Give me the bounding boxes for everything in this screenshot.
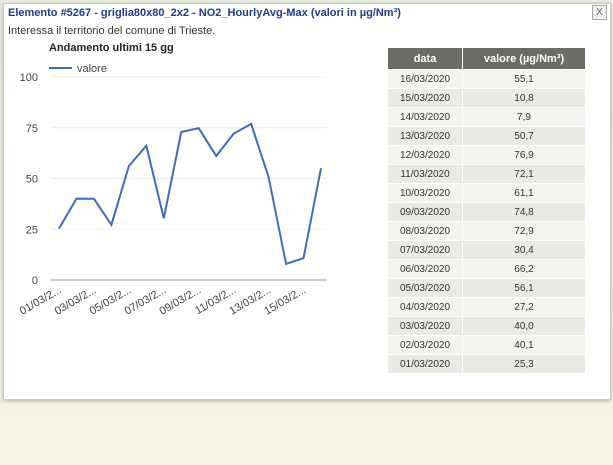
y-tick-label: 75 — [26, 123, 38, 135]
y-tick-label: 100 — [20, 72, 38, 84]
table-cell: 02/03/2020 — [387, 335, 463, 355]
table-cell: 16/03/2020 — [387, 69, 463, 89]
y-tick-label: 50 — [26, 174, 38, 186]
table-row: 03/03/2020 40,0 — [387, 316, 586, 336]
table-cell: 72,9 — [462, 221, 586, 241]
table-cell: 27,2 — [462, 297, 586, 317]
popup-title: Elemento #5267 - griglia80x80_2x2 - NO2_… — [8, 7, 401, 19]
table-cell: 05/03/2020 — [387, 278, 463, 298]
table-cell: 09/03/2020 — [387, 202, 463, 222]
table-cell: 11/03/2020 — [387, 164, 463, 184]
table-row: 12/03/2020 76,9 — [387, 145, 586, 165]
table-cell: 7,9 — [462, 107, 586, 127]
table-cell: 72,1 — [462, 164, 586, 184]
table-cell: 10,8 — [462, 88, 586, 108]
table-cell: 04/03/2020 — [387, 297, 463, 317]
table-cell: 40,0 — [462, 316, 586, 336]
data-line — [58, 122, 322, 266]
table-cell: 55,1 — [462, 69, 586, 89]
table-cell: 30,4 — [462, 240, 586, 260]
table-cell: 40,1 — [462, 335, 586, 355]
table-row: 15/03/2020 10,8 — [387, 88, 586, 108]
table-row: 04/03/2020 27,2 — [387, 297, 586, 317]
chart-title: Andamento ultimi 15 gg — [49, 42, 174, 54]
table-cell: 13/03/2020 — [387, 126, 463, 146]
table-cell: 66,2 — [462, 259, 586, 279]
table-row: 13/03/2020 50,7 — [387, 126, 586, 146]
table-cell: 07/03/2020 — [387, 240, 463, 260]
table-row: 09/03/2020 74,8 — [387, 202, 586, 222]
table-cell: 15/03/2020 — [387, 88, 463, 108]
table-row: 05/03/2020 56,1 — [387, 278, 586, 298]
table-cell: 08/03/2020 — [387, 221, 463, 241]
table-cell: 14/03/2020 — [387, 107, 463, 127]
table-cell: 06/03/2020 — [387, 259, 463, 279]
table-cell: 76,9 — [462, 145, 586, 165]
table-row: 08/03/2020 72,9 — [387, 221, 586, 241]
table-row: 02/03/2020 40,1 — [387, 335, 586, 355]
close-button[interactable]: X — [592, 5, 607, 20]
y-tick-label: 0 — [32, 275, 38, 287]
table-cell: 50,7 — [462, 126, 586, 146]
header-row: data valore (µg/Nm³) — [387, 47, 586, 70]
table-cell: 01/03/2020 — [387, 354, 463, 374]
data-table: data valore (µg/Nm³) 16/03/2020 55,1 15/03/2… — [387, 47, 586, 374]
popup-subtitle: Interessa il territorio del comune di Tr… — [8, 25, 216, 37]
table-cell: 10/03/2020 — [387, 183, 463, 203]
y-tick-label: 25 — [26, 224, 38, 236]
header-cell: data — [387, 47, 463, 70]
chart: Andamento ultimi 15 gg 025507510001/03/2… — [18, 42, 327, 318]
table-cell: 25,3 — [462, 354, 586, 374]
legend-label: valore — [77, 63, 107, 75]
table-cell: 12/03/2020 — [387, 145, 463, 165]
table-cell: 61,1 — [462, 183, 586, 203]
table-row: 16/03/2020 55,1 — [387, 69, 586, 89]
header-cell: valore (µg/Nm³) — [462, 47, 586, 70]
table-row: 06/03/2020 66,2 — [387, 259, 586, 279]
table-row: 11/03/2020 72,1 — [387, 164, 586, 184]
table-cell: 56,1 — [462, 278, 586, 298]
table-row: 10/03/2020 61,1 — [387, 183, 586, 203]
table-row: 07/03/2020 30,4 — [387, 240, 586, 260]
popup: Elemento #5267 - griglia80x80_2x2 - NO2_… — [3, 3, 611, 400]
table-cell: 74,8 — [462, 202, 586, 222]
table-row: 01/03/2020 25,3 — [387, 354, 586, 374]
table-cell: 03/03/2020 — [387, 316, 463, 336]
table-row: 14/03/2020 7,9 — [387, 107, 586, 127]
